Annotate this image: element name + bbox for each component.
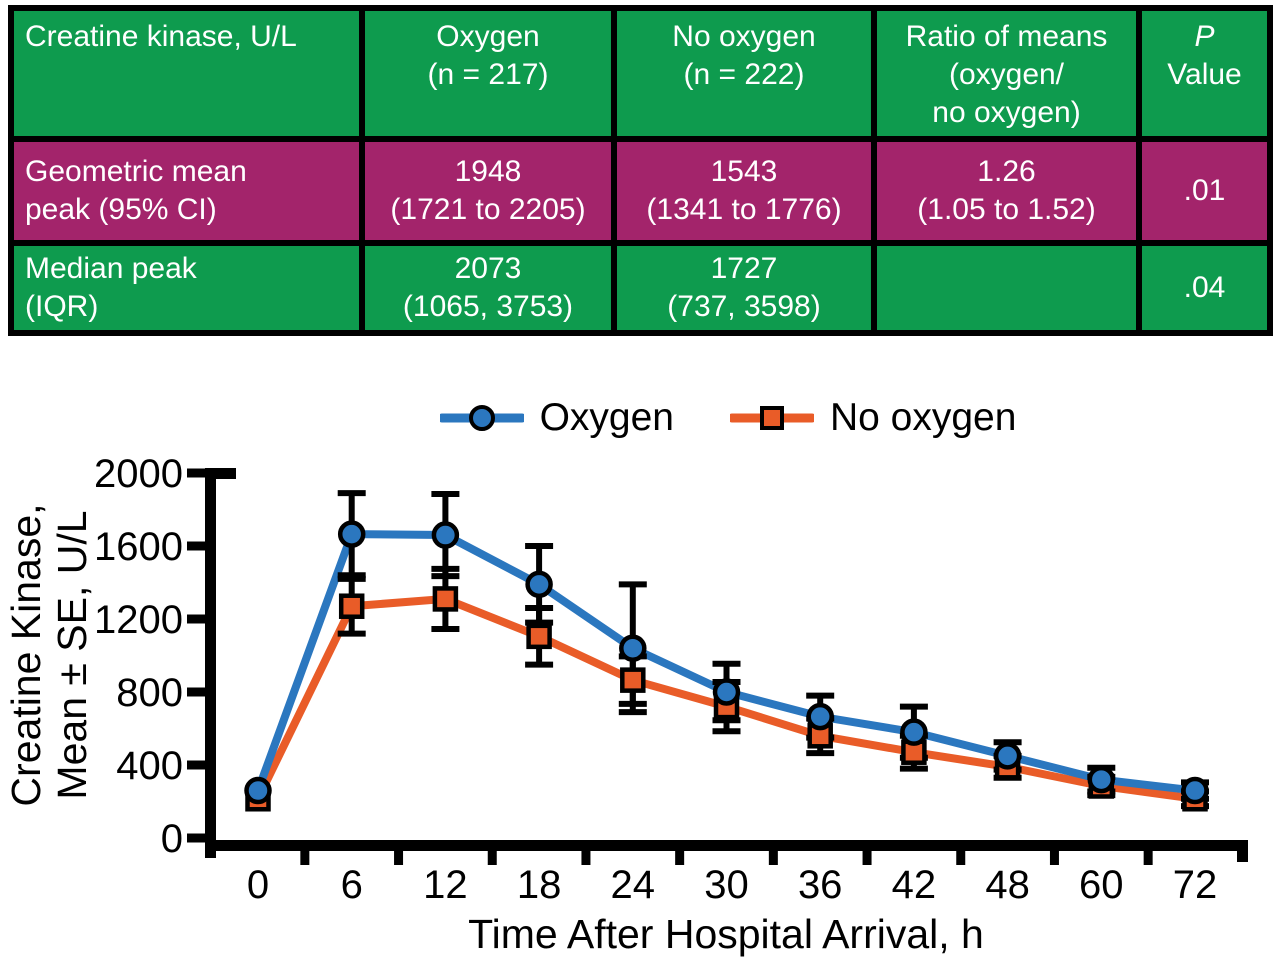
table-row-label-median-peak: Median peak (IQR) [14, 246, 359, 330]
x-tick-label: 72 [1173, 863, 1218, 907]
x-tick-label: 0 [247, 863, 269, 907]
table-row-label-geometric-mean: Geometric mean peak (95% CI) [14, 142, 359, 240]
table-header-no-oxygen: No oxygen (n = 222) [617, 11, 871, 136]
table-cell-median-ratio [877, 246, 1136, 330]
no-oxygen-marker [620, 667, 646, 693]
y-axis-tick [187, 687, 205, 697]
oxygen-marker [993, 742, 1022, 770]
x-axis-title: Time After Hospital Arrival, h [468, 911, 984, 957]
no-oxygen-marker [432, 586, 459, 612]
table-cell-median-no-oxygen: 1727 (737, 3598) [617, 246, 871, 330]
table-header-ratio-of-means: Ratio of means (oxygen/ no oxygen) [877, 11, 1136, 136]
x-tick-label: 18 [517, 863, 562, 907]
table-header-p-value: P Value [1142, 11, 1267, 136]
oxygen-marker [525, 570, 553, 599]
y-axis-tick [187, 468, 205, 478]
oxygen-series-icon [439, 405, 524, 431]
table-header-creatine-kinase: Creatine kinase, U/L [14, 11, 359, 136]
y-axis-title: Mean ± SE, U/L [49, 510, 95, 799]
oxygen-marker [1181, 776, 1209, 805]
x-axis-tick [394, 851, 404, 865]
oxygen-marker [431, 521, 460, 549]
table-cell-geomean-oxygen: 1948 (1721 to 2205) [365, 142, 611, 240]
x-tick-label: 6 [341, 863, 363, 907]
y-axis-top-cap [205, 468, 236, 479]
y-tick-label: 1600 [94, 525, 183, 569]
x-axis-tick [581, 851, 591, 865]
oxygen-marker [619, 634, 647, 662]
oxygen-marker [337, 520, 366, 548]
y-axis-line [205, 468, 216, 858]
legend-label-no-oxygen: No oxygen [829, 396, 1017, 439]
x-tick-label: 12 [423, 863, 468, 907]
legend-label-oxygen: Oxygen [539, 396, 674, 439]
oxygen-marker [712, 678, 741, 706]
y-tick-label: 0 [161, 817, 183, 861]
oxygen-marker [900, 718, 928, 746]
chart-legend: Oxygen No oxygen [208, 392, 1248, 444]
oxygen-marker [806, 702, 834, 731]
no-oxygen-marker [526, 623, 552, 650]
x-axis-end-cap [1237, 840, 1248, 862]
table-header-oxygen: Oxygen (n = 217) [365, 11, 611, 136]
y-axis-tick [187, 614, 205, 624]
x-tick-label: 36 [798, 863, 843, 907]
y-tick-label: 800 [116, 671, 183, 715]
legend-item-no-oxygen: No oxygen [729, 396, 1017, 440]
y-axis-title: Creatine Kinase, [3, 503, 49, 806]
table-cell-median-oxygen: 2073 (1065, 3753) [365, 246, 611, 330]
y-tick-label: 2000 [94, 452, 183, 496]
x-tick-label: 60 [1079, 863, 1124, 907]
table-cell-geomean-ratio: 1.26 (1.05 to 1.52) [877, 142, 1136, 240]
y-axis-tick [187, 833, 205, 843]
table-cell-median-p: .04 [1142, 246, 1267, 330]
x-axis-tick [675, 851, 685, 865]
x-tick-label: 30 [704, 863, 749, 907]
y-tick-label: 1200 [94, 598, 183, 642]
x-axis-tick [768, 851, 778, 865]
oxygen-marker [1087, 765, 1116, 794]
y-tick-label: 400 [116, 744, 183, 788]
x-axis-tick [1049, 851, 1059, 865]
table-cell-geomean-p: .01 [1142, 142, 1267, 240]
y-axis-tick [187, 541, 205, 551]
x-tick-label: 48 [985, 863, 1030, 907]
table-cell-geomean-no-oxygen: 1543 (1341 to 1776) [617, 142, 871, 240]
x-tick-label: 42 [892, 863, 937, 907]
p-value-p: P [1194, 20, 1215, 53]
x-axis-tick [956, 851, 966, 865]
x-tick-label: 24 [611, 863, 656, 907]
summary-table: Creatine kinase, U/L Oxygen (n = 217) No… [8, 5, 1273, 336]
x-axis-tick [300, 851, 310, 865]
no-oxygen-series-icon [729, 406, 814, 430]
no-oxygen-marker [338, 593, 365, 619]
legend-item-oxygen: Oxygen [439, 396, 674, 440]
x-axis-tick [1143, 851, 1153, 865]
p-value-value: Value [1167, 58, 1242, 91]
oxygen-marker [244, 776, 272, 805]
x-axis-line [205, 840, 1248, 851]
y-axis-tick [187, 760, 205, 770]
x-axis-tick [862, 851, 872, 865]
x-axis-tick [487, 851, 497, 865]
